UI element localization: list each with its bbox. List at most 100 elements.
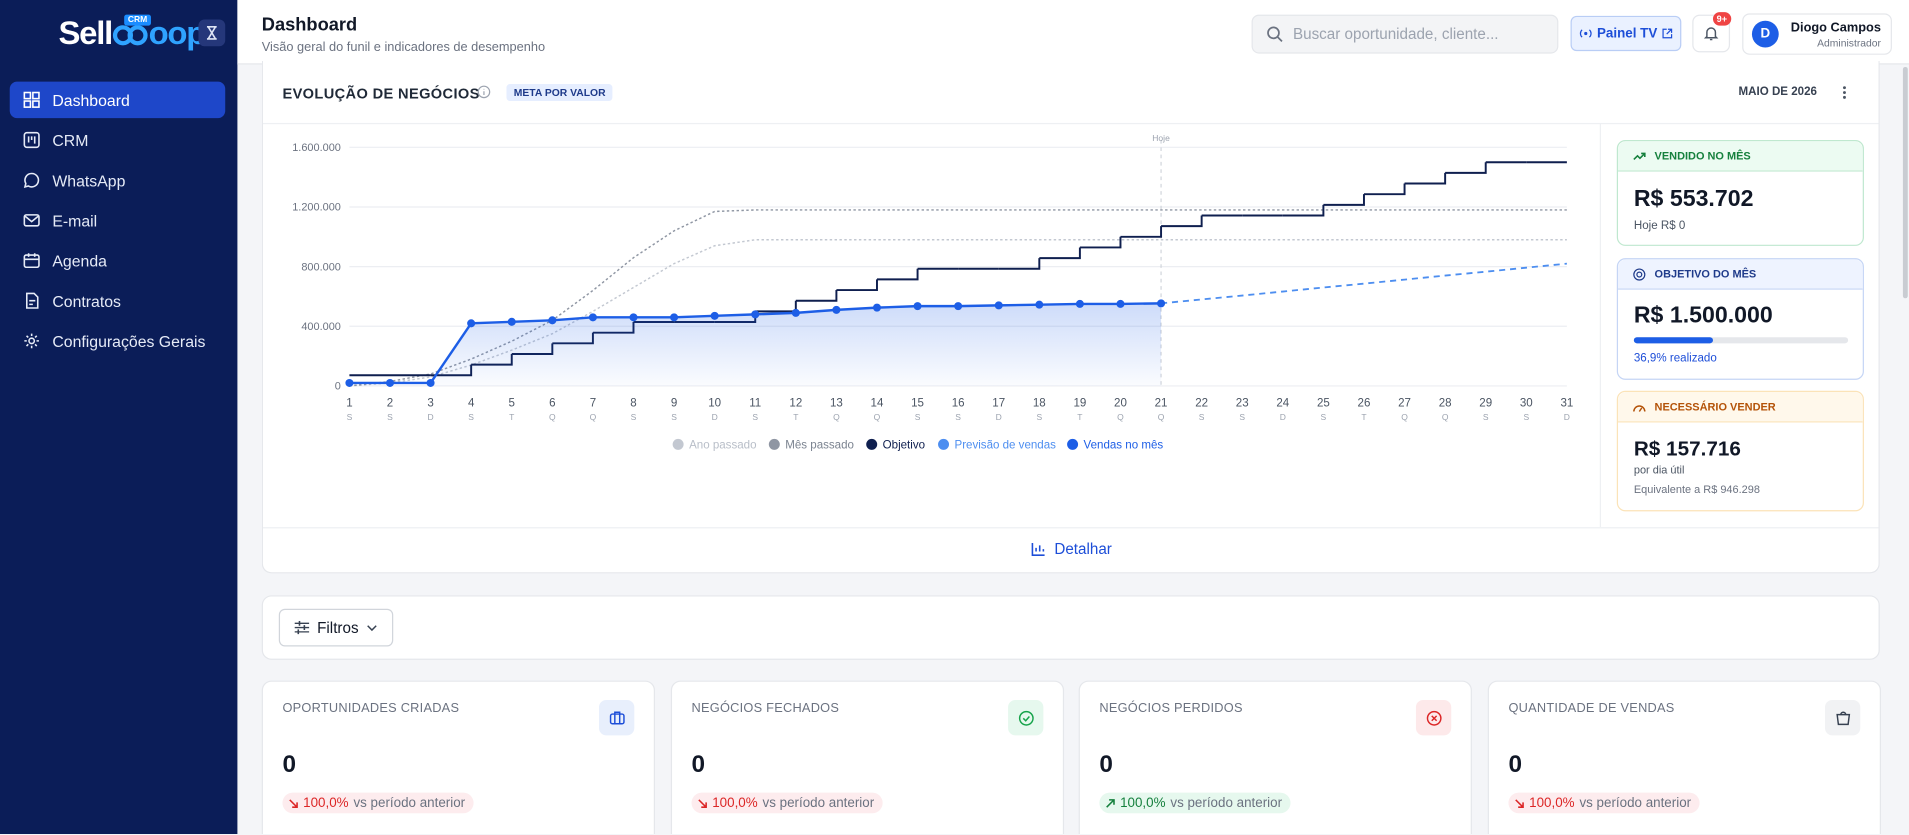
stat-icon: [1824, 700, 1861, 736]
filters-icon: [295, 620, 310, 635]
x-weekday-label: D: [712, 412, 718, 422]
kpi-value: R$ 553.702: [1633, 186, 1754, 212]
user-role: Administrador: [1817, 36, 1881, 49]
nav-item[interactable]: Dashboard: [9, 81, 226, 119]
brand-badge: CRM: [124, 14, 151, 26]
x-tick-label: 3: [427, 398, 433, 410]
nav-item[interactable]: WhatsApp: [10, 162, 225, 199]
x-tick-label: 2: [387, 398, 393, 410]
stat-change-value: 100,0%: [303, 795, 349, 811]
x-weekday-label: Q: [833, 412, 840, 422]
series-point: [345, 378, 354, 387]
y-tick-label: 0: [335, 381, 341, 393]
x-weekday-label: Q: [590, 412, 597, 422]
kpi-note: Hoje R$ 0: [1633, 219, 1686, 233]
stat-value: 0: [691, 751, 706, 778]
x-weekday-label: S: [1036, 412, 1042, 422]
chevron-icon: [366, 624, 377, 631]
series-point: [994, 301, 1003, 310]
kpi-card: OBJETIVO DO MÊS R$ 1.500.000 36,9% reali…: [1616, 258, 1864, 380]
step-segment: [836, 279, 878, 292]
x-weekday-label: S: [915, 412, 921, 422]
series-point: [629, 313, 638, 322]
stat-card: NEGÓCIOS PERDIDOS 0 100,0% vs período anter…: [1078, 680, 1472, 834]
menu-icon[interactable]: [1841, 84, 1848, 101]
x-weekday-label: Q: [874, 412, 881, 422]
x-tick-label: 5: [509, 398, 515, 410]
stat-icon: [598, 700, 635, 736]
detail-icon: [1031, 542, 1045, 556]
stat-change: 100,0% vs período anterior: [1508, 792, 1700, 814]
collapse-button[interactable]: [198, 19, 226, 47]
today-label: Hoje: [1152, 133, 1170, 143]
brand-text: oop: [148, 14, 207, 52]
stat-value: 0: [1099, 751, 1113, 778]
stat-change-note: vs período anterior: [353, 795, 466, 811]
series-point: [913, 302, 922, 311]
x-tick-label: 25: [1317, 398, 1330, 410]
search-box[interactable]: Buscar oportunidade, cliente...: [1251, 14, 1559, 54]
x-tick-label: 7: [590, 398, 596, 410]
stat-icon-glyph: [609, 710, 625, 724]
progress-track: [1633, 337, 1849, 344]
x-tick-label: 27: [1398, 398, 1411, 410]
y-tick-label: 800.000: [301, 261, 341, 273]
step-segment: [1079, 236, 1122, 249]
nav-item[interactable]: CRM: [10, 122, 225, 159]
scrollbar[interactable]: [1902, 66, 1908, 299]
y-tick-label: 1.200.000: [292, 202, 341, 214]
tv-button[interactable]: Painel TV: [1570, 15, 1682, 52]
filters-button[interactable]: Filtros: [278, 608, 394, 647]
detail-button[interactable]: Detalhar: [1031, 541, 1112, 558]
legend-label: Previsão de vendas: [954, 440, 1056, 452]
stat-change-note: vs período anterior: [1170, 795, 1283, 811]
nav-item[interactable]: Configurações Gerais: [10, 323, 225, 360]
series-point: [1035, 300, 1044, 309]
step-segment: [1363, 183, 1406, 196]
trend-arrow: [698, 798, 707, 808]
stat-change-value: 100,0%: [1120, 795, 1166, 811]
stat-card: OPORTUNIDADES CRIADAS 0 100,0% vs período a…: [261, 680, 655, 834]
nav-item[interactable]: Contratos: [10, 282, 225, 319]
page-title: Dashboard: [261, 14, 358, 36]
kpi-value: R$ 1.500.000: [1633, 303, 1773, 329]
legend-marker: [768, 438, 780, 450]
bell-icon: [1703, 27, 1719, 41]
x-weekday-label: Q: [1401, 412, 1408, 422]
stat-icon-glyph: [1835, 710, 1850, 725]
x-weekday-label: Q: [549, 412, 556, 422]
x-tick-label: 13: [830, 398, 843, 410]
page-subtitle: Visão geral do funil e indicadores de de…: [261, 40, 546, 55]
kpi-value: R$ 157.716: [1633, 437, 1741, 461]
step-segment: [998, 258, 1041, 270]
x-weekday-label: S: [631, 412, 637, 422]
x-weekday-label: S: [1483, 412, 1489, 422]
x-tick-label: 16: [952, 398, 965, 410]
series-point: [1116, 299, 1125, 308]
gauge-icon: [1633, 404, 1646, 412]
x-weekday-label: S: [468, 412, 474, 422]
brand: Sell oop: [58, 14, 207, 53]
nav-label: WhatsApp: [52, 171, 126, 190]
nav-label: Configurações Gerais: [52, 331, 206, 351]
x-tick-label: 18: [1033, 398, 1046, 410]
series-point: [588, 313, 597, 322]
series-point: [872, 303, 882, 312]
nav-item[interactable]: E-mail: [10, 202, 225, 239]
x-weekday-label: S: [347, 412, 353, 422]
x-tick-label: 12: [789, 398, 802, 410]
legend-marker: [672, 438, 684, 450]
step-segment: [876, 268, 919, 281]
x-weekday-label: D: [996, 412, 1002, 422]
nav-item[interactable]: Agenda: [10, 242, 225, 279]
user-menu[interactable]: D Diogo Campos Administrador: [1742, 13, 1892, 55]
stat-icon: [1415, 700, 1452, 736]
x-weekday-label: S: [1523, 412, 1529, 422]
stat-title: QUANTIDADE DE VENDAS: [1508, 701, 1675, 716]
kpi-subnote: Equivalente a R$ 946.298: [1633, 483, 1760, 496]
series-point: [670, 313, 679, 322]
nav-icon: [23, 253, 40, 269]
x-tick-label: 8: [630, 398, 636, 410]
notifications-button[interactable]: [1692, 14, 1731, 53]
x-weekday-label: S: [955, 412, 961, 422]
